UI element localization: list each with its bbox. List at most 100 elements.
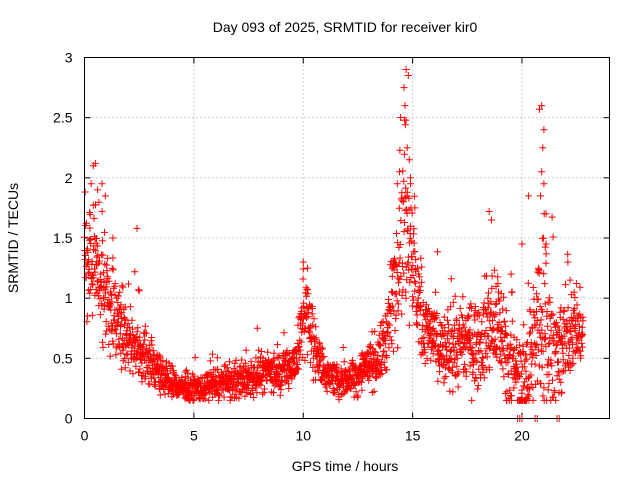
data-point <box>148 334 156 341</box>
data-point <box>389 302 397 310</box>
data-point <box>401 219 409 226</box>
data-point <box>414 264 421 272</box>
data-point <box>406 174 414 182</box>
data-point <box>251 363 258 371</box>
data-point <box>487 298 495 306</box>
data-point <box>242 359 250 367</box>
data-point <box>542 210 550 218</box>
data-point <box>396 241 404 248</box>
data-point <box>156 391 164 399</box>
data-point <box>500 293 508 301</box>
data-point <box>412 279 420 287</box>
data-point <box>538 326 546 334</box>
data-point <box>178 374 186 381</box>
data-point <box>362 368 370 376</box>
y-tick-label: 1 <box>65 290 73 306</box>
data-point <box>403 144 411 152</box>
data-point <box>388 340 396 348</box>
data-point <box>533 317 541 324</box>
y-tick-label: 1.5 <box>53 230 73 246</box>
data-point <box>421 360 429 367</box>
data-point <box>141 322 149 330</box>
data-point <box>403 188 411 196</box>
data-point <box>537 192 545 200</box>
data-point <box>469 368 477 376</box>
data-point <box>558 368 566 376</box>
data-point <box>121 355 129 363</box>
data-point <box>414 321 422 329</box>
data-point <box>539 144 547 152</box>
data-point <box>116 288 124 296</box>
data-point <box>93 253 101 261</box>
data-point <box>468 396 476 404</box>
data-point <box>536 303 544 310</box>
data-point <box>488 284 496 292</box>
data-point <box>402 116 410 124</box>
data-point <box>453 317 461 324</box>
data-point <box>569 341 576 349</box>
data-point <box>320 353 328 361</box>
data-point <box>496 309 504 317</box>
data-point <box>482 349 490 357</box>
data-point <box>407 180 414 188</box>
data-point <box>347 385 355 393</box>
data-point <box>453 362 461 370</box>
data-point <box>252 354 260 362</box>
data-point <box>274 341 281 349</box>
data-point <box>98 180 106 188</box>
data-point <box>470 311 478 319</box>
data-point <box>484 304 492 312</box>
data-point <box>102 330 110 338</box>
data-point <box>549 233 557 241</box>
data-point <box>490 312 498 320</box>
data-point <box>433 331 441 339</box>
data-point <box>82 274 90 282</box>
data-point <box>155 351 163 359</box>
data-point <box>247 391 255 398</box>
data-point <box>406 278 414 286</box>
data-point <box>538 341 546 349</box>
data-point <box>526 328 534 336</box>
data-point <box>476 336 484 344</box>
data-point <box>238 356 246 364</box>
data-point <box>150 374 158 382</box>
data-point <box>136 333 144 341</box>
data-point <box>377 322 385 329</box>
data-point <box>540 180 548 188</box>
data-point <box>261 385 268 393</box>
data-point <box>290 359 298 367</box>
data-point <box>557 378 565 386</box>
data-point <box>101 260 109 268</box>
data-point <box>540 126 548 134</box>
data-point <box>226 358 233 366</box>
data-point <box>411 277 419 285</box>
data-point <box>505 351 513 358</box>
data-point <box>373 355 381 363</box>
data-point <box>96 295 104 303</box>
data-point <box>462 368 470 376</box>
data-point <box>86 210 94 218</box>
data-point <box>468 344 476 352</box>
data-point <box>552 341 560 349</box>
data-point <box>502 307 510 315</box>
data-point <box>494 280 502 288</box>
data-point <box>409 296 417 304</box>
data-point <box>537 316 545 324</box>
data-point <box>296 336 304 344</box>
data-point <box>482 309 490 317</box>
data-point <box>409 293 417 301</box>
data-point <box>126 324 134 332</box>
data-point <box>544 386 552 394</box>
data-point <box>378 370 386 378</box>
data-point <box>354 392 362 400</box>
data-point <box>281 378 289 386</box>
data-point <box>259 390 267 398</box>
data-point <box>290 371 298 379</box>
data-point <box>462 327 469 335</box>
data-point <box>427 356 435 364</box>
data-point <box>445 339 453 347</box>
data-point <box>449 388 457 396</box>
data-point <box>524 279 532 287</box>
data-point <box>405 321 413 329</box>
data-point <box>466 339 474 347</box>
